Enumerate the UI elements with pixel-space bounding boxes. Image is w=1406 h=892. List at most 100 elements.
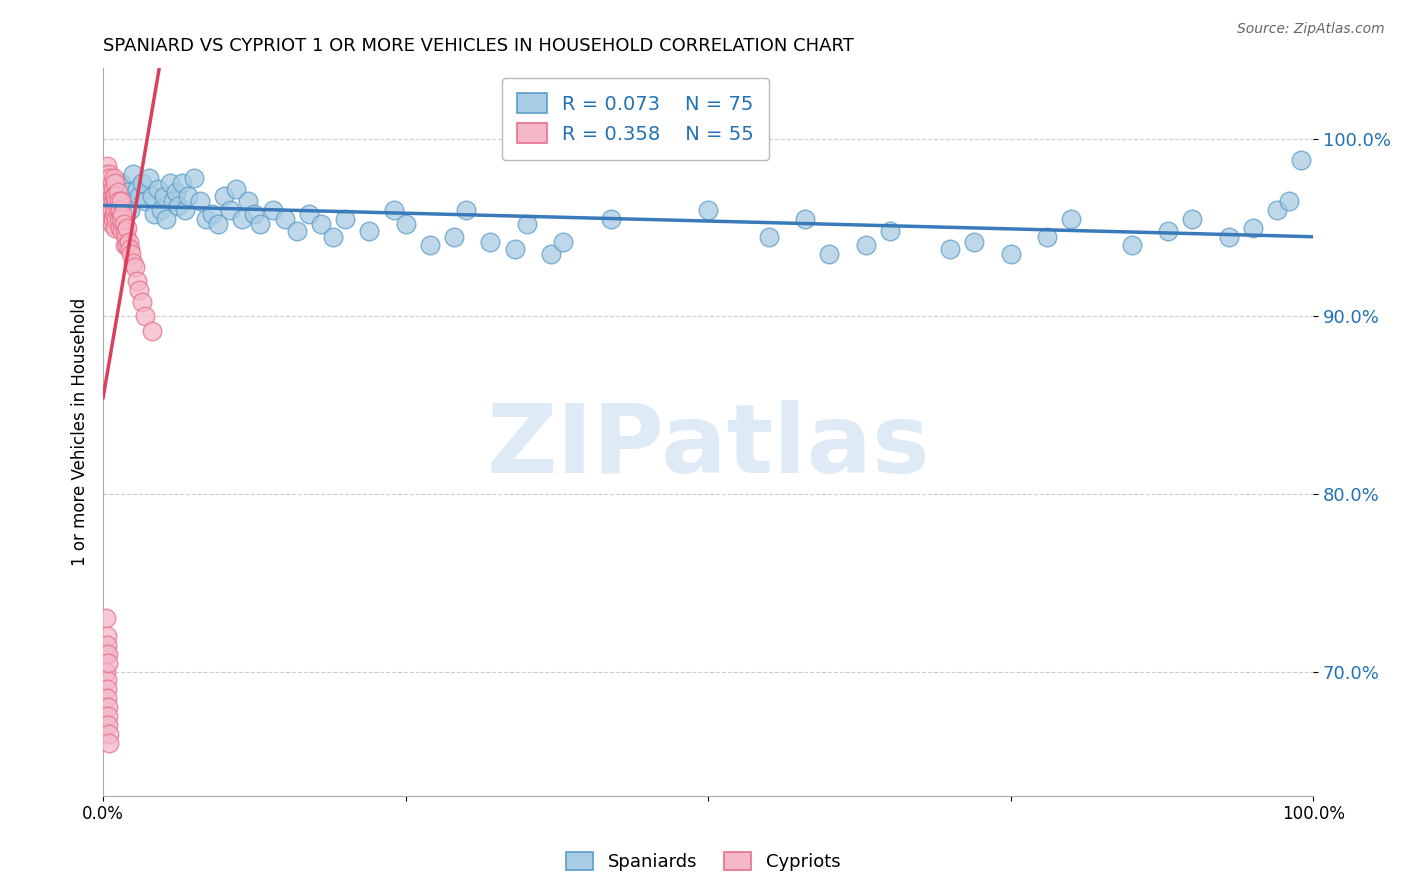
Point (103, 188, 125, 202)
Point (111, 206, 134, 220)
Point (107, 185, 129, 199)
Point (333, 211, 356, 226)
Point (96, 638, 118, 652)
Point (97, 700, 120, 714)
Point (1157, 224, 1180, 238)
Point (104, 202, 127, 217)
Point (1060, 211, 1083, 226)
Point (516, 217, 538, 231)
Point (111, 224, 134, 238)
Point (188, 194, 211, 208)
Point (128, 283, 150, 297)
Point (96, 159, 118, 173)
Point (150, 202, 173, 217)
Point (100, 202, 122, 217)
Point (104, 177, 127, 191)
Point (100, 202, 122, 217)
Point (170, 177, 193, 191)
Point (96, 682, 118, 697)
Point (322, 229, 344, 244)
Point (97, 709, 120, 723)
Point (1218, 229, 1240, 244)
Point (939, 242, 962, 256)
Point (97, 185, 120, 199)
Point (120, 247, 142, 261)
Point (103, 171, 125, 186)
Point (177, 188, 200, 202)
Point (97, 647, 120, 661)
Point (100, 177, 122, 191)
Point (183, 171, 205, 186)
Point (114, 238, 136, 252)
Point (96, 629, 118, 643)
Point (1278, 194, 1301, 208)
Point (108, 211, 131, 226)
Point (100, 185, 122, 199)
Point (142, 206, 165, 220)
Point (122, 256, 145, 270)
Point (249, 217, 271, 231)
Point (117, 235, 139, 249)
Point (117, 220, 139, 235)
Point (1121, 238, 1143, 252)
Point (225, 182, 247, 196)
Point (159, 177, 181, 191)
Point (285, 224, 308, 238)
Point (98, 168, 121, 182)
Point (103, 206, 125, 220)
Point (152, 188, 174, 202)
Point (112, 217, 135, 231)
Point (118, 242, 141, 256)
Point (479, 235, 502, 249)
Point (98, 726, 121, 740)
Point (97, 171, 120, 186)
Point (124, 260, 146, 274)
Point (600, 211, 623, 226)
Point (96, 673, 118, 688)
Point (115, 229, 138, 244)
Point (879, 224, 901, 238)
Point (98, 211, 121, 226)
Point (94, 611, 117, 625)
Point (1289, 153, 1312, 168)
Point (1036, 229, 1059, 244)
Point (108, 220, 131, 235)
Point (1181, 211, 1204, 226)
Point (167, 199, 190, 213)
Point (141, 324, 163, 338)
Point (118, 202, 141, 217)
Point (94, 665, 117, 679)
Point (96, 177, 118, 191)
Point (100, 171, 122, 186)
Point (105, 194, 128, 208)
Legend: R = 0.073    N = 75, R = 0.358    N = 55: R = 0.073 N = 75, R = 0.358 N = 55 (502, 78, 769, 160)
Point (107, 202, 129, 217)
Point (818, 247, 841, 261)
Point (794, 211, 817, 226)
Point (98, 182, 121, 196)
Point (309, 217, 332, 231)
Point (108, 202, 131, 217)
Point (117, 238, 139, 252)
Point (456, 202, 478, 217)
Point (131, 177, 153, 191)
Point (146, 182, 169, 196)
Point (134, 310, 156, 324)
Point (758, 229, 780, 244)
Point (101, 194, 124, 208)
Point (110, 177, 132, 191)
Point (1241, 220, 1264, 235)
Point (100, 188, 122, 202)
Point (219, 202, 242, 217)
Point (262, 202, 284, 217)
Point (201, 206, 224, 220)
Point (551, 235, 574, 249)
Point (104, 220, 127, 235)
Point (110, 194, 132, 208)
Point (443, 229, 465, 244)
Point (128, 188, 150, 202)
Point (94, 647, 117, 661)
Point (117, 185, 139, 199)
Point (238, 194, 260, 208)
Legend: Spaniards, Cypriots: Spaniards, Cypriots (558, 845, 848, 879)
